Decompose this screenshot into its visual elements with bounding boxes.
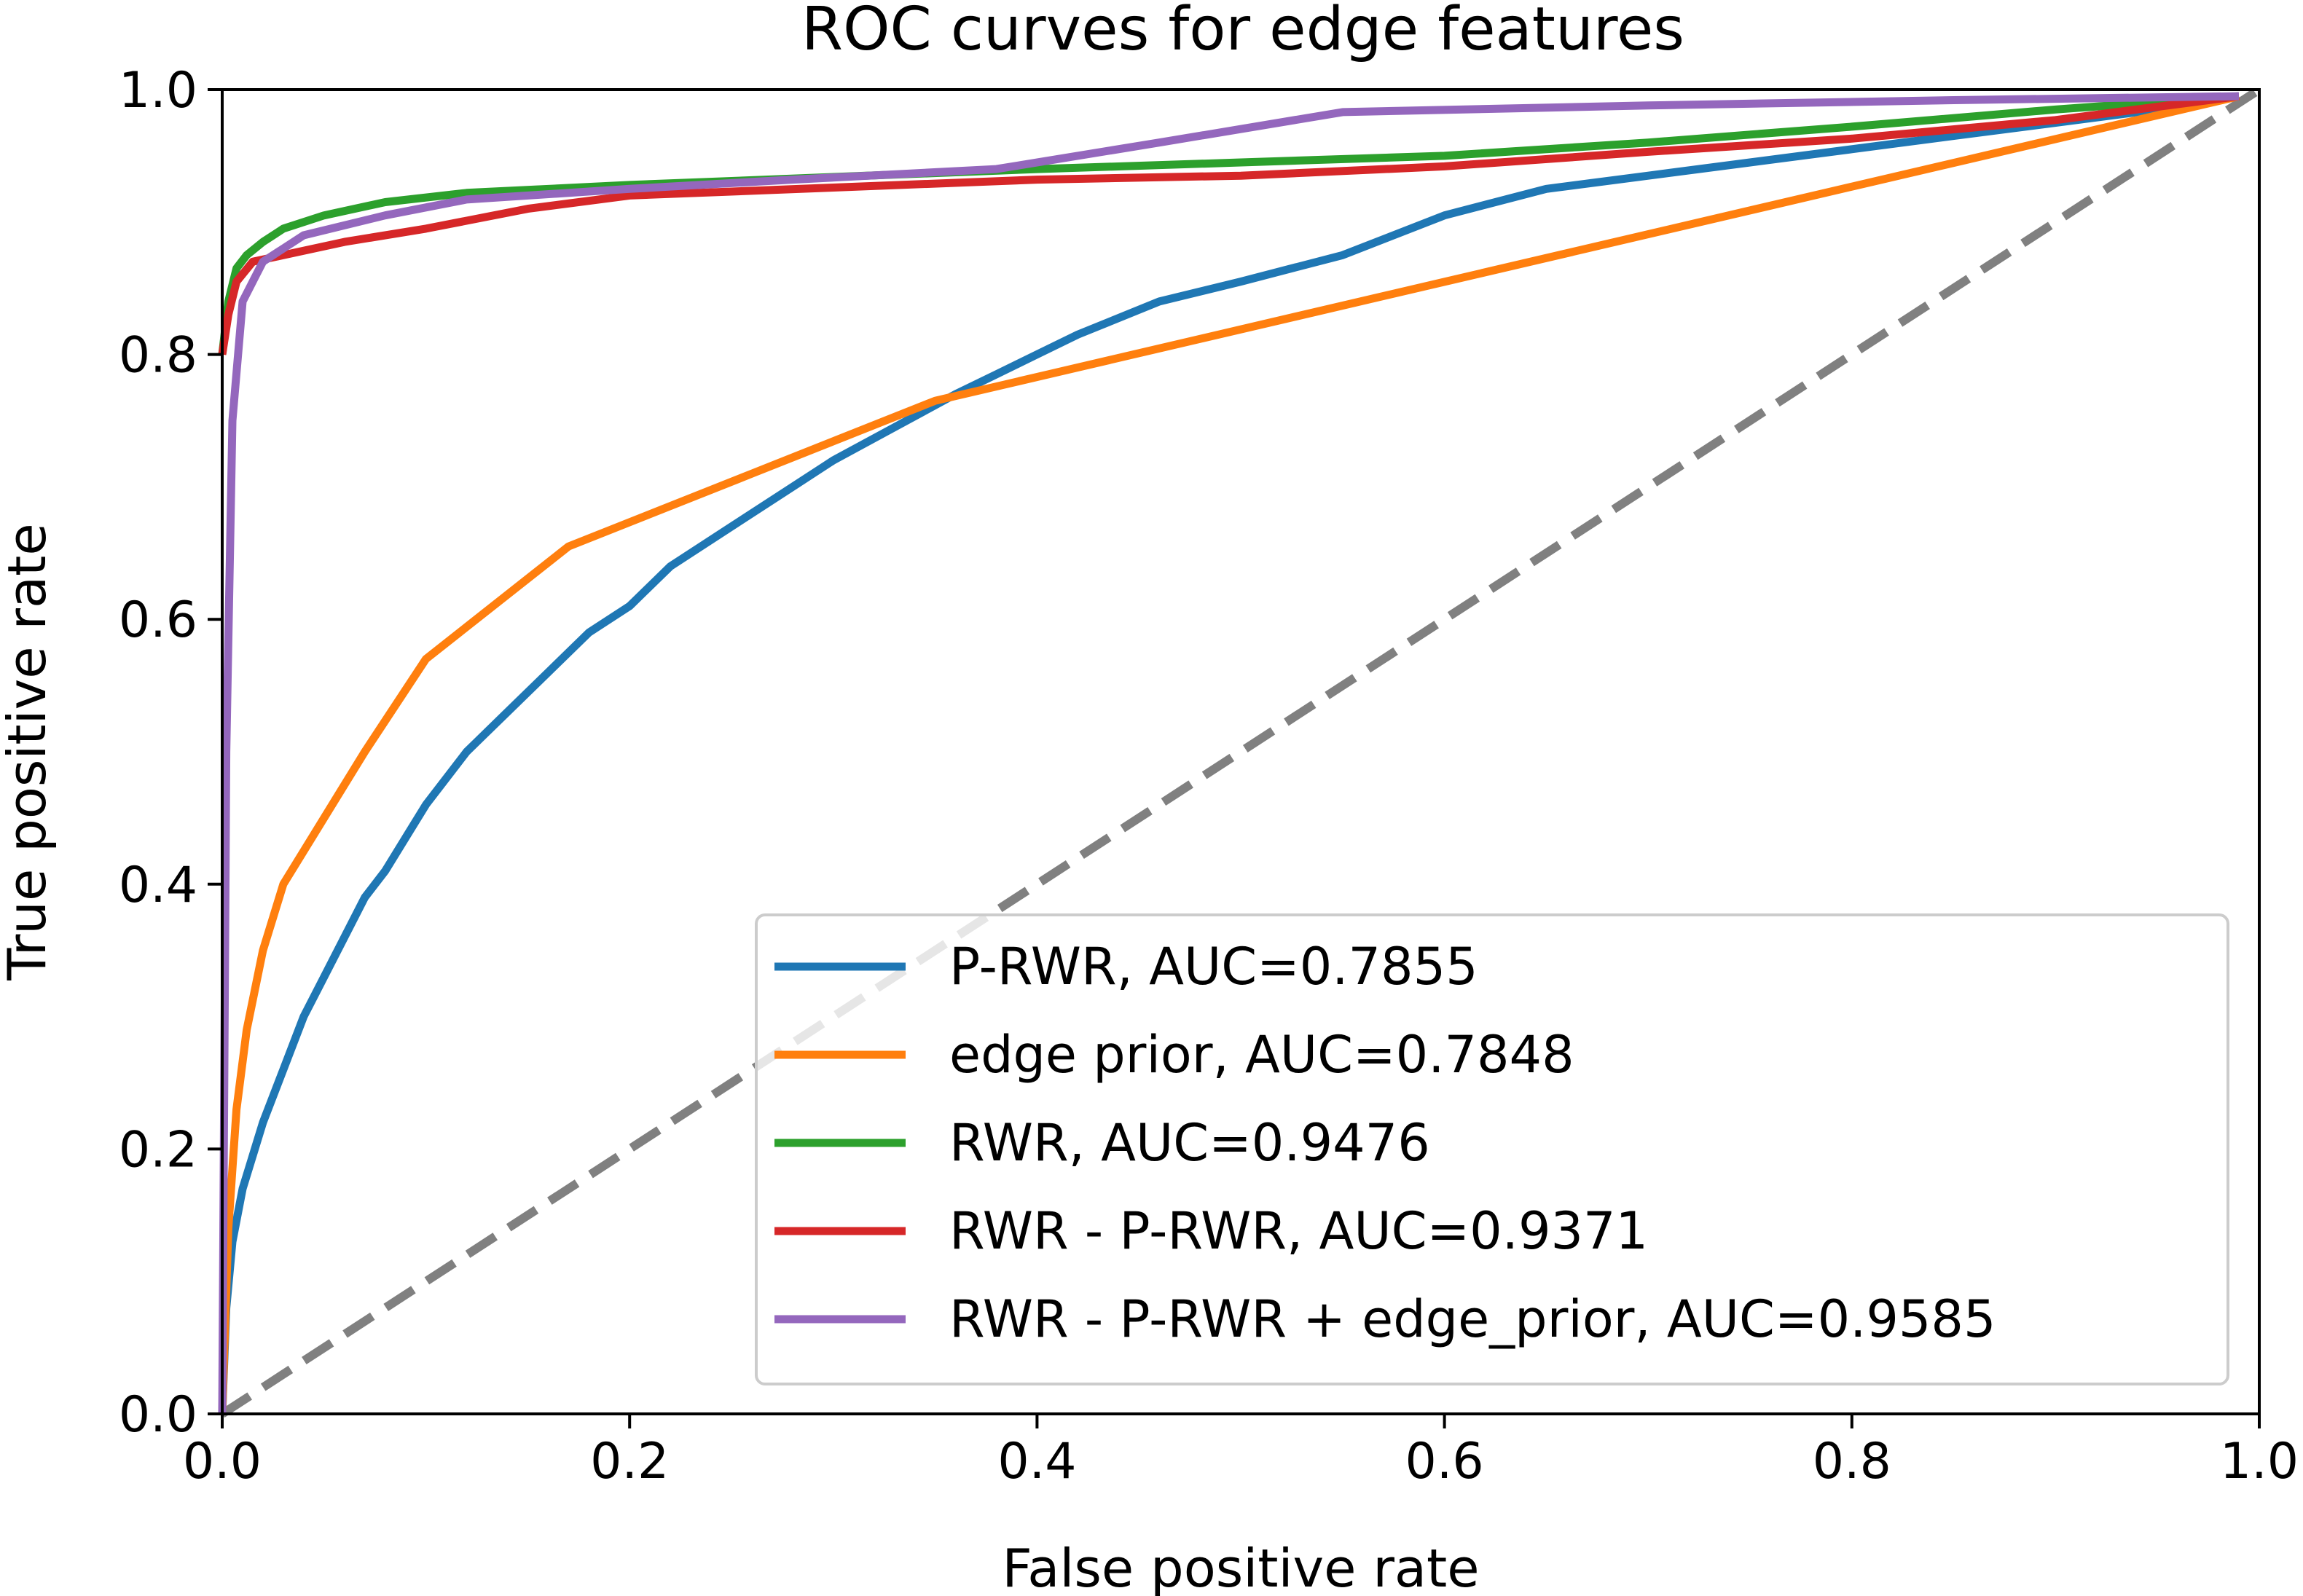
legend-label: edge prior, AUC=0.7848: [949, 1025, 1574, 1085]
curves: [218, 85, 2262, 1418]
series-line-rwr-auc-0-9476: [218, 92, 2240, 355]
y-tick-label: 0.8: [119, 327, 197, 385]
y-axis-title: True positive rate: [0, 523, 58, 980]
series-line-p-rwr-auc-0-7855: [218, 92, 2240, 1415]
series-line-rwr-p-rwr-auc-0-9371: [218, 92, 2240, 355]
legend-label: RWR, AUC=0.9476: [949, 1113, 1430, 1173]
y-axis-ticks: 0.0 0.2 0.4 0.6 0.8 1.0: [119, 62, 222, 1444]
legend: P-RWR, AUC=0.7855 edge prior, AUC=0.7848 R…: [755, 913, 2229, 1385]
x-axis-title: False positive rate: [1002, 1538, 1479, 1596]
x-tick-label: 0.2: [590, 1433, 669, 1490]
plot-frame: [221, 88, 2261, 1415]
x-tick-label: 1.0: [2220, 1433, 2299, 1490]
y-tick-label: 0.4: [119, 857, 197, 914]
x-tick-label: 0.4: [997, 1433, 1076, 1490]
y-tick-label: 0.6: [119, 591, 197, 649]
series-line-edge-prior-auc-0-7848: [218, 92, 2240, 1415]
legend-box: [755, 913, 2229, 1385]
chart-title: ROC curves for edge features: [801, 0, 1684, 64]
y-tick-label: 0.2: [119, 1121, 197, 1179]
legend-label: RWR - P-RWR, AUC=0.9371: [949, 1201, 1648, 1261]
x-tick-label: 0.6: [1405, 1433, 1484, 1490]
y-tick-label: 1.0: [119, 62, 197, 119]
x-tick-label: 0.8: [1813, 1433, 1891, 1490]
x-tick-label: 0.0: [183, 1433, 262, 1490]
chance-diagonal-line: [219, 85, 2262, 1418]
series-line-rwr-p-rwr-edge-prior-auc-0-9585: [218, 92, 2240, 1415]
legend-label: RWR - P-RWR + edge_prior, AUC=0.9585: [949, 1289, 1996, 1349]
legend-label: P-RWR, AUC=0.7855: [949, 937, 1478, 996]
x-axis-ticks: 0.0 0.2 0.4 0.6 0.8 1.0: [183, 1414, 2299, 1490]
y-tick-label: 0.0: [119, 1386, 197, 1444]
